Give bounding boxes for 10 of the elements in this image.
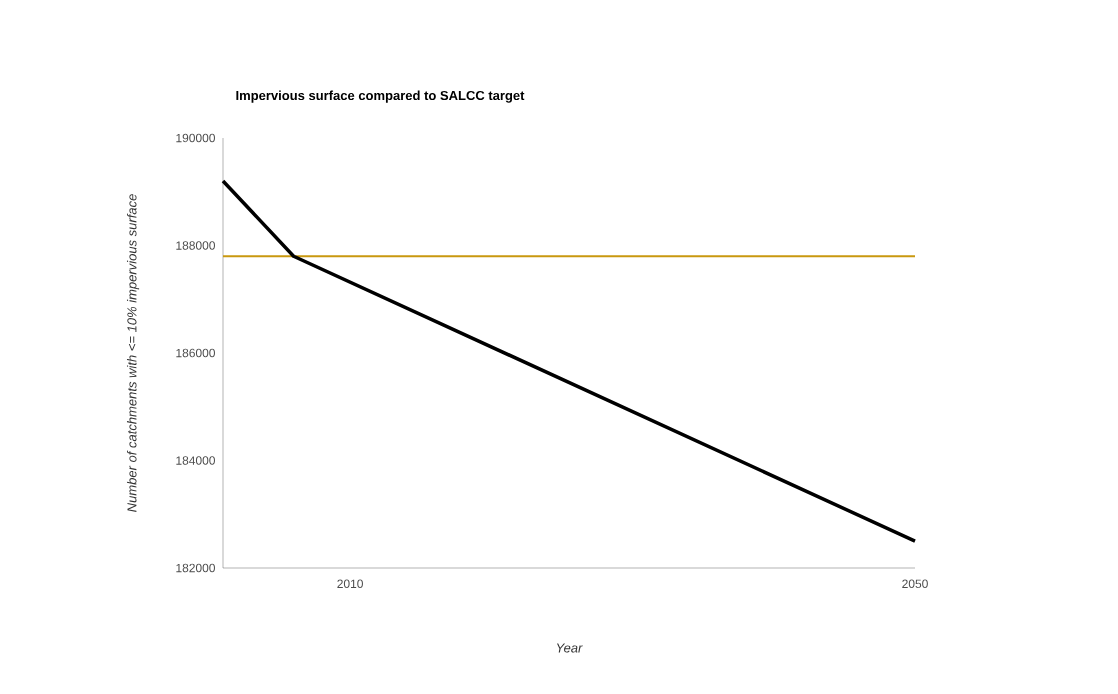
- chart-title: Impervious surface compared to SALCC target: [236, 90, 525, 103]
- y-tick-label: 188000: [176, 241, 215, 250]
- y-tick-label: 184000: [176, 456, 215, 465]
- y-tick-label: 186000: [176, 348, 215, 358]
- y-tick-label: 182000: [176, 563, 215, 573]
- y-tick-label: 190000: [176, 133, 215, 143]
- x-tick-label: 2010: [337, 579, 363, 589]
- x-tick-label: 2050: [902, 579, 928, 589]
- x-axis-title: Year: [556, 643, 583, 653]
- y-axis-title: Number of catchments with <= 10% impervious surface: [126, 194, 140, 512]
